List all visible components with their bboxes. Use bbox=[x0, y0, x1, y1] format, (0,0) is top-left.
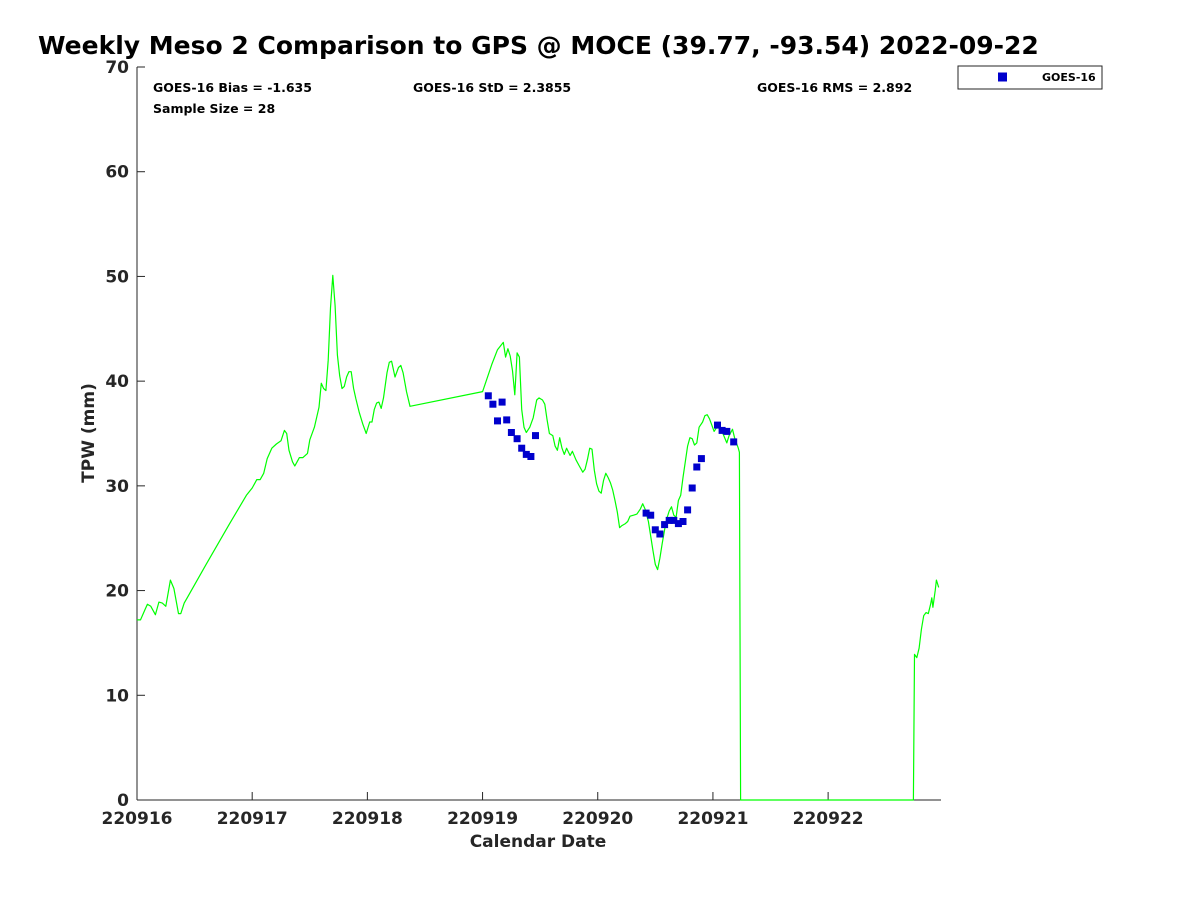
goes16-point bbox=[503, 416, 511, 424]
x-tick-label: 220919 bbox=[447, 809, 518, 829]
y-tick-label: 70 bbox=[105, 58, 129, 78]
y-axis-label: TPW (mm) bbox=[79, 383, 99, 483]
goes16-point bbox=[670, 516, 678, 524]
x-axis-label: Calendar Date bbox=[470, 832, 607, 852]
goes16-point bbox=[714, 421, 721, 429]
goes16-point bbox=[665, 516, 673, 524]
goes16-point bbox=[489, 400, 497, 408]
goes16-point bbox=[674, 520, 682, 528]
goes16-point bbox=[642, 509, 650, 517]
x-tick-label: 220918 bbox=[332, 809, 403, 829]
goes16-point bbox=[513, 435, 521, 443]
y-tick-label: 20 bbox=[105, 582, 129, 602]
goes16-point bbox=[684, 506, 692, 514]
goes16-point bbox=[522, 450, 530, 458]
y-tick-label: 30 bbox=[105, 477, 129, 497]
x-tick-label: 220922 bbox=[793, 809, 864, 829]
y-tick-label: 10 bbox=[105, 686, 129, 706]
rms-stat: GOES-16 RMS = 2.892 bbox=[757, 80, 912, 95]
goes16-point bbox=[661, 521, 669, 529]
bias-stat: GOES-16 Bias = -1.635 bbox=[153, 80, 312, 95]
goes16-point bbox=[647, 511, 655, 519]
goes16-point bbox=[693, 463, 701, 471]
legend-label-goes16: GOES-16 bbox=[1042, 71, 1096, 84]
goes16-point bbox=[484, 392, 492, 400]
series-group bbox=[137, 274, 940, 801]
goes16-point bbox=[532, 432, 539, 440]
sample-size-stat: Sample Size = 28 bbox=[153, 101, 275, 116]
goes16-point bbox=[718, 426, 726, 434]
goes16-point bbox=[656, 530, 664, 538]
goes16-point bbox=[527, 453, 535, 460]
tick-labels: 0 10 20 30 40 50 60 70 220916 220917 220918 220919 2… bbox=[102, 58, 864, 829]
goes16-point bbox=[507, 429, 515, 436]
gps-tpw-line bbox=[137, 274, 940, 801]
legend: GOES-16 bbox=[957, 65, 1103, 90]
std-stat: GOES-16 StD = 2.3855 bbox=[413, 80, 571, 95]
legend-box bbox=[957, 65, 1103, 90]
goes16-point bbox=[723, 427, 731, 435]
goes16-point bbox=[518, 444, 526, 452]
y-tick-label: 40 bbox=[105, 372, 129, 392]
goes16-point bbox=[697, 455, 705, 463]
goes16-point bbox=[651, 526, 659, 534]
goes16-point bbox=[730, 438, 738, 446]
x-tick-label: 220916 bbox=[102, 809, 173, 829]
y-tick-label: 0 bbox=[117, 791, 129, 811]
goes16-point bbox=[679, 518, 687, 525]
goes16-point bbox=[688, 484, 696, 492]
x-tick-label: 220920 bbox=[562, 809, 633, 829]
y-tick-label: 60 bbox=[105, 163, 129, 183]
x-tick-label: 220917 bbox=[217, 809, 288, 829]
goes16-point bbox=[498, 398, 506, 406]
x-tick-label: 220921 bbox=[677, 809, 748, 829]
goes16-point bbox=[494, 417, 501, 425]
legend-marker-goes16 bbox=[998, 72, 1007, 82]
chart-title: Weekly Meso 2 Comparison to GPS @ MOCE (… bbox=[38, 31, 1039, 60]
y-tick-label: 50 bbox=[105, 267, 129, 287]
